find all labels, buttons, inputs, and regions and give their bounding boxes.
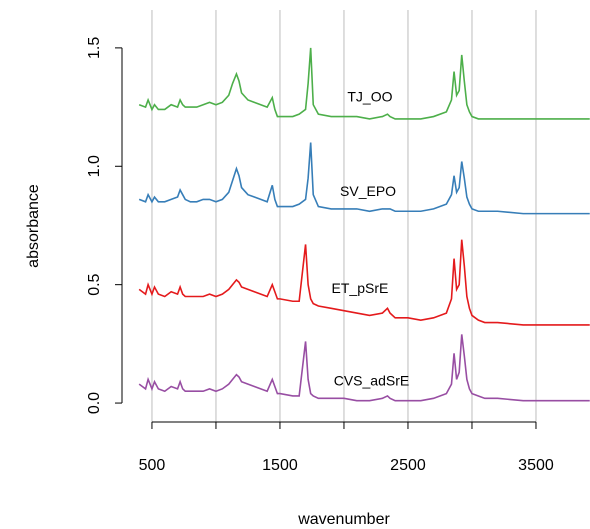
series-label: CVS_adSrE (334, 372, 409, 388)
y-tick-label: 0.0 (86, 392, 103, 414)
x-tick-label: 3500 (518, 457, 554, 474)
x-tick-label: 1500 (262, 457, 298, 474)
y-axis-title: absorbance (25, 184, 42, 268)
spectrum-line (138, 334, 590, 402)
spectrum-line (138, 47, 590, 120)
series-label: SV_EPO (340, 183, 396, 199)
y-tick-label: 1.0 (86, 155, 103, 177)
x-tick-label: 2500 (390, 457, 426, 474)
x-axis-title: wavenumber (297, 511, 390, 528)
spectrum-line (138, 142, 590, 215)
x-tick-label: 500 (139, 457, 166, 474)
spectrum-line (138, 239, 590, 326)
y-tick-label: 0.5 (86, 273, 103, 295)
series-label: ET_pSrE (332, 280, 389, 296)
series-label: TJ_OO (347, 88, 392, 104)
plot-area (138, 47, 590, 402)
y-tick-label: 1.5 (86, 37, 103, 59)
